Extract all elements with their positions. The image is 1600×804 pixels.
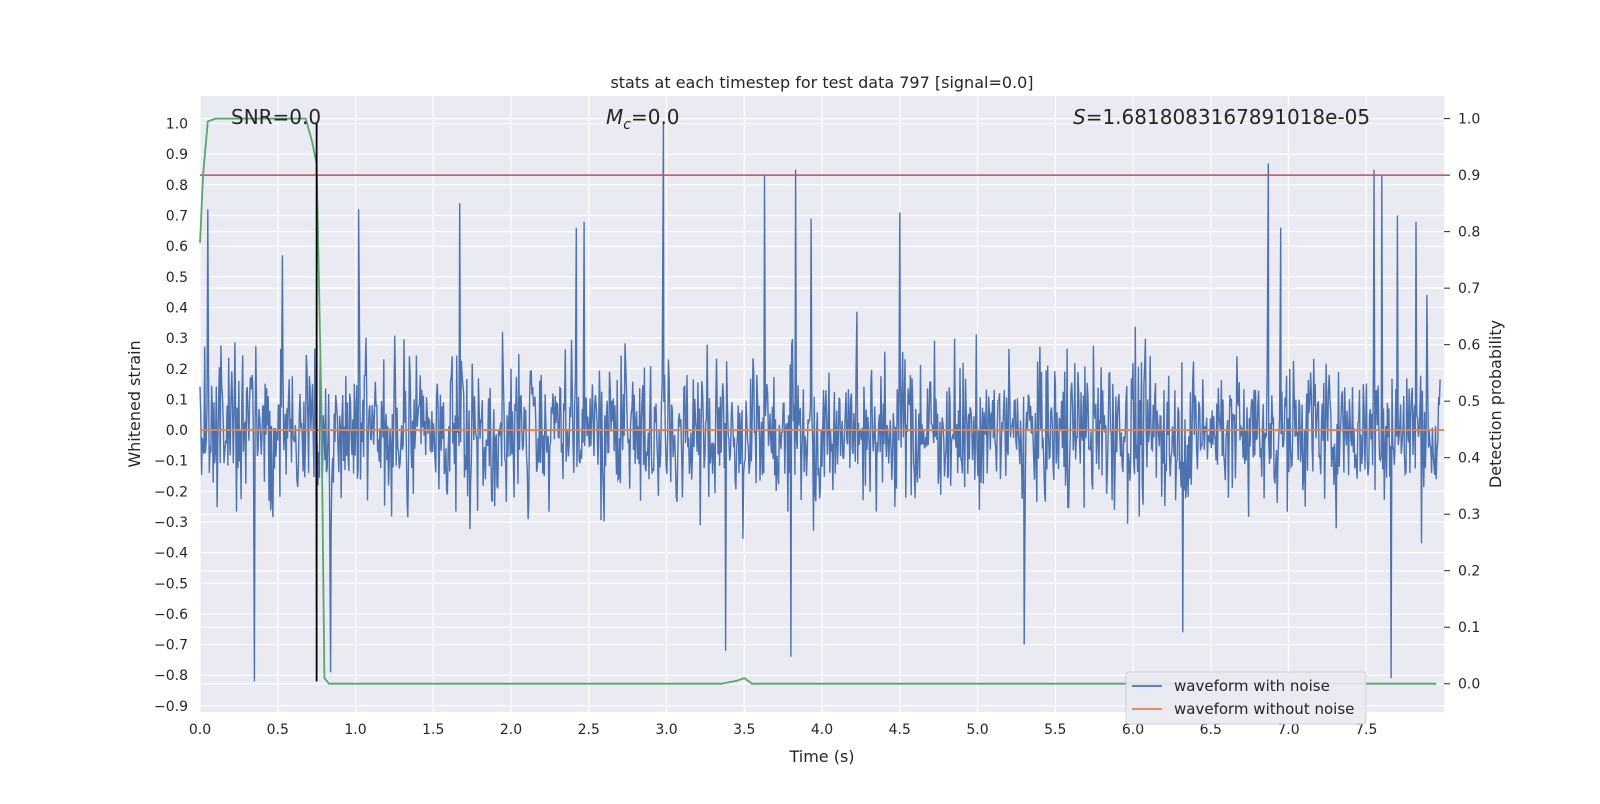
x-tick-label: 3.0 — [655, 722, 677, 738]
y-tick-label-left: 0.0 — [166, 423, 188, 439]
x-tick-label: 6.0 — [1122, 722, 1144, 738]
y-tick-label-left: 0.1 — [166, 392, 188, 408]
x-tick-label: 2.0 — [500, 722, 522, 738]
legend: waveform with noise waveform without noi… — [1125, 671, 1367, 725]
y-tick-label-right: 0.7 — [1458, 281, 1480, 297]
y-tick-label-right: 0.6 — [1458, 338, 1480, 354]
y-tick-label-right: 0.5 — [1458, 394, 1480, 410]
x-tick-label: 4.0 — [811, 722, 833, 738]
y-tick-label-left: −0.5 — [154, 576, 188, 592]
x-axis-label: Time (s) — [788, 747, 854, 766]
x-tick-label: 6.5 — [1200, 722, 1222, 738]
y-tick-label-right: 0.9 — [1458, 168, 1480, 184]
x-tick-label: 3.5 — [733, 722, 755, 738]
mc-annotation: Mc=0.0 — [606, 105, 680, 133]
y-tick-label-left: −0.4 — [154, 546, 188, 562]
reference-lines — [199, 117, 1444, 685]
y-tick-label-left: −0.8 — [154, 668, 188, 684]
y-axis-label-right: Detection probability — [1486, 320, 1505, 488]
y-tick-label-left: 0.3 — [166, 331, 188, 347]
y-tick-label-left: −0.3 — [154, 515, 188, 531]
y-axis-label-left: Whitened strain — [125, 340, 144, 467]
legend-label-without-noise: waveform without noise — [1174, 700, 1354, 718]
y-tick-label-left: 0.5 — [166, 270, 188, 286]
y-tick-label-left: −0.2 — [154, 484, 188, 500]
y-tick-label-left: −0.7 — [154, 638, 188, 654]
y-tick-label-left: 0.2 — [166, 362, 188, 378]
x-tick-label: 7.0 — [1277, 722, 1299, 738]
x-tick-label: 0.0 — [189, 722, 211, 738]
mc-subscript: c — [623, 117, 631, 133]
mc-value: =0.0 — [631, 105, 680, 129]
y-tick-label-left: −0.1 — [154, 454, 188, 470]
mc-symbol: M — [606, 105, 623, 129]
legend-label-with-noise: waveform with noise — [1174, 677, 1330, 695]
y-tick-label-right: 0.3 — [1458, 507, 1480, 523]
series-layer — [199, 123, 1444, 682]
y-tick-label-left: 0.8 — [166, 178, 188, 194]
series-detection-probability — [199, 117, 1437, 685]
y-tick-label-left: 0.4 — [166, 300, 188, 316]
tick-labels: 0.0 0.5 1.0 1.5 2.0 2.5 3.0 3.5 4.0 4.5 5.0 5.5 6.0 6… — [154, 112, 1480, 738]
x-tick-label: 0.5 — [267, 722, 289, 738]
series-waveform-with-noise — [199, 123, 1441, 682]
chart-title: stats at each timestep for test data 797… — [610, 73, 1033, 92]
y-tick-label-left: 1.0 — [166, 117, 188, 133]
y-tick-label-right: 1.0 — [1458, 112, 1480, 128]
x-tick-label: 5.5 — [1044, 722, 1066, 738]
y-tick-label-left: 0.7 — [166, 209, 188, 225]
y-tick-label-left: −0.6 — [154, 607, 188, 623]
x-tick-label: 5.0 — [966, 722, 988, 738]
y-tick-label-right: 0.1 — [1458, 620, 1480, 636]
s-annotation: S=1.6818083167891018e-05 — [1073, 105, 1370, 129]
y-tick-label-right: 0.2 — [1458, 564, 1480, 580]
y-tick-label-left: 0.9 — [166, 147, 188, 163]
x-tick-label: 1.0 — [344, 722, 366, 738]
x-tick-label: 1.5 — [422, 722, 444, 738]
y-tick-label-left: −0.9 — [154, 699, 188, 715]
x-tick-label: 2.5 — [578, 722, 600, 738]
x-tick-label: 4.5 — [889, 722, 911, 738]
x-tick-label: 7.5 — [1355, 722, 1377, 738]
s-symbol: S — [1073, 105, 1086, 129]
y-tick-label-right: 0.8 — [1458, 225, 1480, 241]
y-tick-label-left: 0.6 — [166, 239, 188, 255]
y-tick-label-right: 0.4 — [1458, 451, 1480, 467]
s-value: =1.6818083167891018e-05 — [1086, 105, 1370, 129]
y-tick-label-right: 0.0 — [1458, 677, 1480, 693]
snr-annotation: SNR=0.0 — [231, 105, 321, 129]
legend-box — [1125, 671, 1367, 725]
